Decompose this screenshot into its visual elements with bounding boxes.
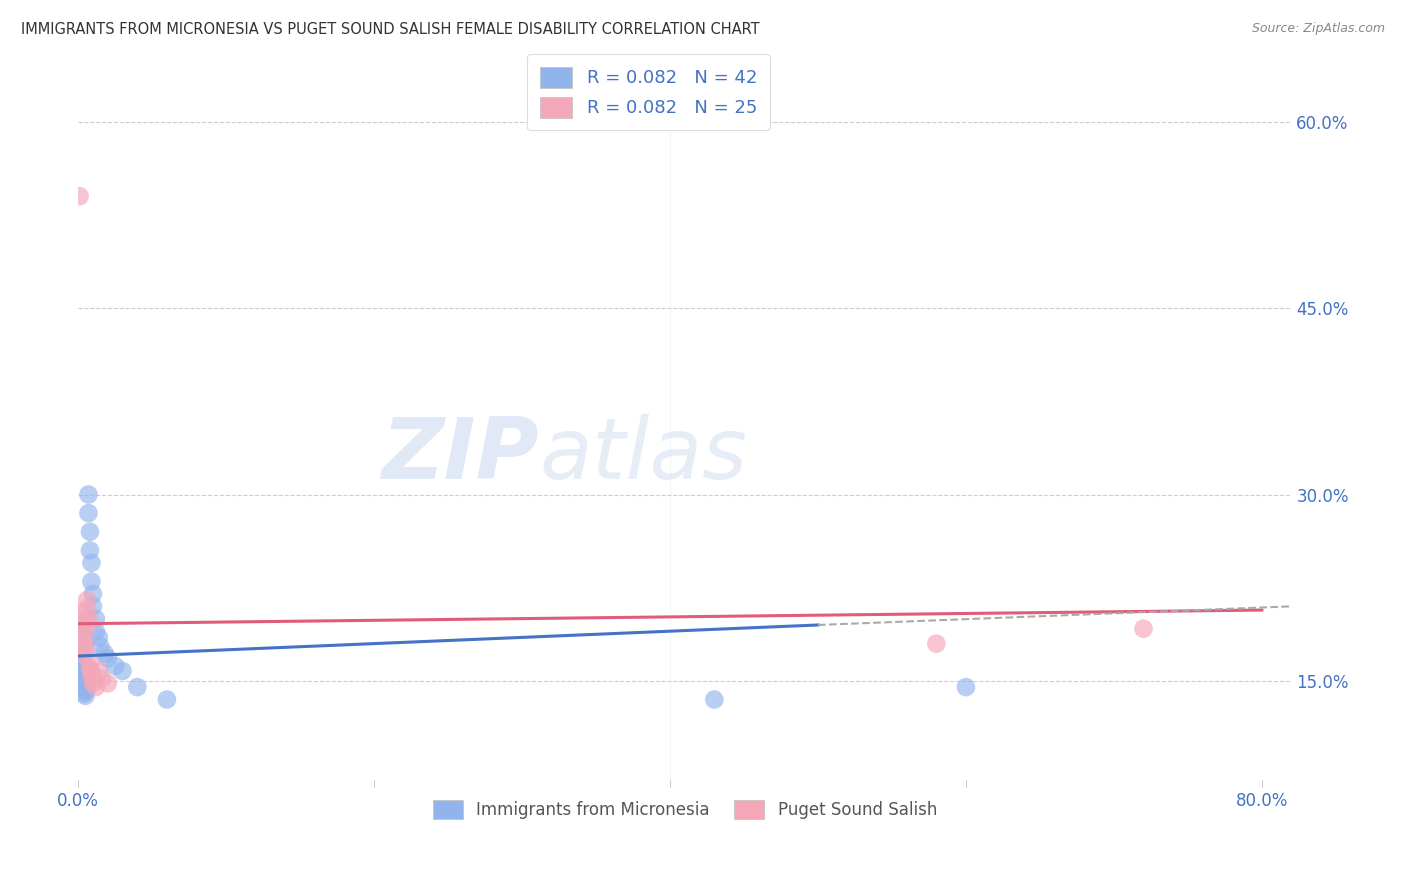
Point — [73, 680, 96, 694]
Point — [82, 587, 104, 601]
Point — [97, 651, 120, 665]
Point — [955, 680, 977, 694]
Point — [84, 612, 107, 626]
Point — [79, 543, 101, 558]
Point — [69, 648, 91, 663]
Point — [90, 672, 112, 686]
Point — [76, 672, 98, 686]
Point — [77, 612, 100, 626]
Point — [77, 487, 100, 501]
Point — [82, 599, 104, 614]
Point — [79, 655, 101, 669]
Point — [69, 639, 91, 653]
Text: Source: ZipAtlas.com: Source: ZipAtlas.com — [1251, 22, 1385, 36]
Point — [156, 692, 179, 706]
Point — [84, 680, 107, 694]
Point — [70, 651, 93, 665]
Point — [75, 667, 97, 681]
Point — [70, 659, 93, 673]
Point — [72, 622, 94, 636]
Point — [80, 574, 103, 589]
Point — [87, 631, 110, 645]
Point — [76, 593, 98, 607]
Point — [97, 676, 120, 690]
Point — [94, 647, 117, 661]
Point — [77, 618, 100, 632]
Point — [703, 692, 725, 706]
Point — [69, 189, 91, 203]
Legend: Immigrants from Micronesia, Puget Sound Salish: Immigrants from Micronesia, Puget Sound … — [426, 794, 943, 826]
Point — [73, 667, 96, 681]
Point — [75, 643, 97, 657]
Point — [127, 680, 149, 694]
Point — [73, 661, 96, 675]
Point — [79, 661, 101, 675]
Point — [73, 686, 96, 700]
Text: ZIP: ZIP — [381, 415, 538, 498]
Point — [70, 614, 93, 628]
Point — [77, 506, 100, 520]
Point — [76, 681, 98, 696]
Point — [87, 664, 110, 678]
Point — [75, 683, 97, 698]
Point — [89, 639, 111, 653]
Point — [104, 659, 127, 673]
Point — [75, 676, 97, 690]
Point — [73, 632, 96, 647]
Point — [75, 648, 97, 663]
Point — [925, 637, 948, 651]
Point — [72, 672, 94, 686]
Point — [80, 667, 103, 681]
Point — [82, 676, 104, 690]
Point — [72, 629, 94, 643]
Point — [1132, 622, 1154, 636]
Point — [70, 606, 93, 620]
Point — [72, 655, 94, 669]
Text: IMMIGRANTS FROM MICRONESIA VS PUGET SOUND SALISH FEMALE DISABILITY CORRELATION C: IMMIGRANTS FROM MICRONESIA VS PUGET SOUN… — [21, 22, 759, 37]
Point — [72, 676, 94, 690]
Point — [111, 664, 134, 678]
Point — [73, 639, 96, 653]
Point — [80, 556, 103, 570]
Point — [79, 524, 101, 539]
Point — [84, 624, 107, 639]
Point — [69, 618, 91, 632]
Point — [80, 664, 103, 678]
Point — [75, 689, 97, 703]
Point — [70, 643, 93, 657]
Text: atlas: atlas — [538, 415, 747, 498]
Point — [82, 672, 104, 686]
Point — [76, 602, 98, 616]
Point — [70, 664, 93, 678]
Point — [69, 631, 91, 645]
Point — [72, 664, 94, 678]
